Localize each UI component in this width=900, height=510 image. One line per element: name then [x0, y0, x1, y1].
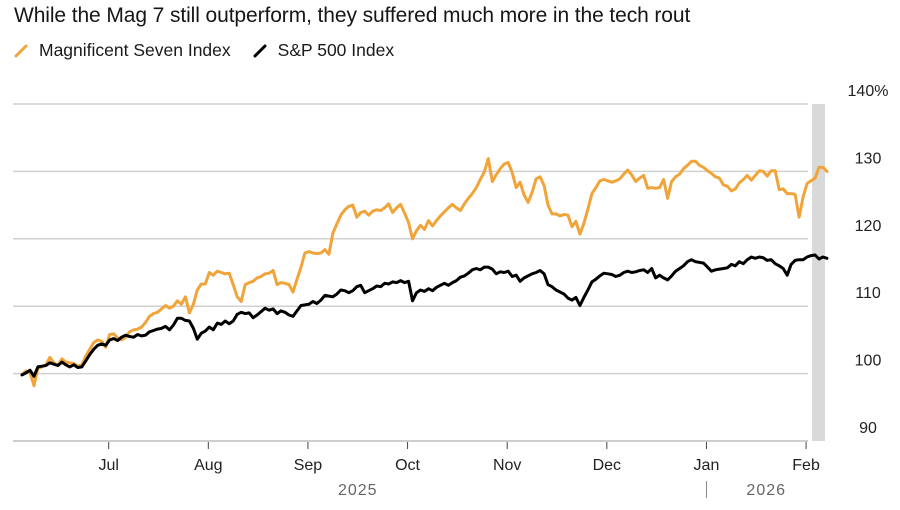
legend-item-sp500: S&P 500 Index	[253, 40, 394, 61]
legend-label-sp500: S&P 500 Index	[277, 40, 395, 60]
legend-line-icon-mag7	[14, 44, 28, 57]
y-tick-label: 130	[855, 150, 882, 167]
legend: Magnificent Seven Index S&P 500 Index	[14, 40, 416, 61]
y-tick-label: 90	[859, 420, 877, 437]
x-tick-label: Dec	[593, 457, 621, 474]
series-line-magnificent-seven	[20, 157, 829, 388]
year-label: 2025	[338, 482, 378, 499]
x-tick-label: Jul	[98, 457, 118, 474]
x-tick-label: Feb	[792, 457, 820, 474]
y-tick-label: 100	[855, 353, 882, 370]
x-tick-label: Oct	[395, 457, 420, 474]
legend-label-mag7: Magnificent Seven Index	[39, 40, 231, 60]
highlight-band	[812, 104, 826, 441]
chart-title: While the Mag 7 still outperform, they s…	[14, 4, 691, 27]
y-tick-label: 140%	[848, 83, 889, 100]
y-tick-label: 120	[855, 218, 882, 235]
year-label: 2026	[746, 482, 786, 499]
legend-line-icon-sp500	[253, 44, 267, 57]
x-tick-label: Jan	[694, 457, 720, 474]
y-axis-labels: 90 100 110 120 130 140%	[848, 83, 889, 437]
series-line-sp500	[20, 253, 829, 378]
x-tick-label: Aug	[194, 457, 222, 474]
gridlines	[13, 103, 808, 442]
x-axis: Jul Aug Sep Oct Nov Dec Jan Feb 2025 2026	[98, 442, 820, 499]
x-tick-label: Nov	[493, 457, 521, 474]
y-tick-label: 110	[855, 285, 881, 302]
series-lines	[20, 157, 829, 388]
x-tick-label: Sep	[294, 457, 323, 474]
legend-item-mag7: Magnificent Seven Index	[14, 40, 231, 61]
